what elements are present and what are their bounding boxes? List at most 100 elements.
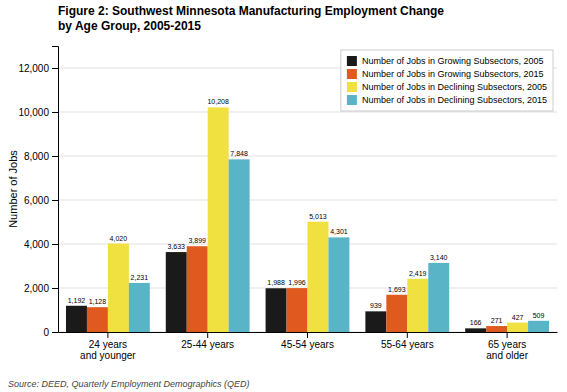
tick-label: 10,000 (18, 107, 49, 118)
data-label: 3,633 (167, 243, 185, 250)
legend-swatch (347, 56, 357, 66)
data-label: 7,848 (230, 150, 248, 157)
legend-label: Number of Jobs in Growing Subsectors, 20… (362, 56, 544, 66)
y-axis: 0 2,000 4,000 6,000 8,000 10,000 12,000 (18, 47, 58, 338)
bar (386, 295, 407, 332)
bar (87, 307, 108, 332)
source-note: Source: DEED, Quarterly Employment Demog… (8, 379, 250, 389)
tick: 65 yearsand older (486, 332, 528, 361)
tick: 55-64 years (381, 332, 434, 350)
tick: 12,000 (18, 63, 58, 74)
tick-mark (207, 332, 208, 338)
data-label: 4,020 (110, 235, 128, 242)
data-label: 166 (470, 319, 482, 326)
legend-item: Number of Jobs in Growing Subsectors, 20… (347, 56, 544, 66)
data-label: 427 (512, 314, 524, 321)
bar (486, 326, 507, 332)
tick: 0 (43, 327, 58, 338)
bar (308, 222, 329, 332)
legend-item: Number of Jobs in Declining Subsectors, … (347, 95, 547, 105)
legend-label: Number of Jobs in Declining Subsectors, … (362, 95, 547, 105)
data-label: 2,419 (409, 270, 427, 277)
data-label: 271 (491, 317, 503, 324)
x-axis: 24 yearsand younger 25-44 years 45-54 year… (59, 332, 558, 361)
tick-label: 65 yearsand older (486, 339, 528, 361)
tick-label: 8,000 (24, 151, 49, 162)
bar (66, 306, 87, 332)
data-label: 2,231 (131, 274, 149, 281)
data-label: 5,013 (309, 213, 327, 220)
bar (266, 288, 287, 332)
tick-label: 25-44 years (181, 339, 234, 350)
legend-swatch (347, 95, 357, 105)
tick: 10,000 (18, 107, 58, 118)
data-label: 509 (533, 312, 545, 319)
bar (166, 252, 187, 332)
tick-label: 55-64 years (381, 339, 434, 350)
title: Figure 2: Southwest Minnesota Manufactur… (58, 4, 444, 33)
data-label: 3,140 (430, 254, 448, 261)
plot: 0 2,000 4,000 6,000 8,000 10,000 12,000 24 year… (18, 47, 557, 362)
legend-item: Number of Jobs in Growing Subsectors, 20… (347, 69, 544, 79)
legend: Number of Jobs in Growing Subsectors, 20… (341, 50, 553, 111)
data-label: 939 (370, 302, 382, 309)
bar (428, 263, 449, 332)
bar (528, 321, 549, 332)
data-labels: 1,1923,6331,9889391661,1283,8991,9961,69… (68, 98, 545, 326)
tick-mark (107, 332, 108, 338)
tick-mark (52, 112, 58, 113)
bar (108, 244, 129, 332)
tick-mark (52, 68, 58, 69)
bar (365, 311, 386, 332)
tick-label: 6,000 (24, 195, 49, 206)
bar (507, 323, 528, 332)
bars (66, 107, 549, 332)
bar (208, 107, 229, 332)
legend-frame (341, 50, 553, 111)
tick: 24 yearsand younger (80, 332, 136, 361)
tick-mark (407, 332, 408, 338)
tick-mark (52, 332, 58, 333)
bar (328, 237, 349, 332)
grid-line (58, 112, 557, 113)
bar (407, 279, 428, 332)
bar (465, 328, 486, 332)
tick: 25-44 years (181, 332, 234, 350)
tick-label: 4,000 (24, 239, 49, 250)
data-label: 10,208 (207, 98, 229, 105)
axis-line (52, 47, 59, 333)
tick-mark (52, 288, 58, 289)
legend-item: Number of Jobs in Declining Subsectors, … (347, 82, 547, 92)
grid-line (58, 200, 557, 201)
data-label: 1,192 (68, 297, 86, 304)
tick-mark (52, 200, 58, 201)
tick-mark (507, 332, 508, 338)
tick-mark (52, 156, 58, 157)
tick-label: 45-54 years (281, 339, 334, 350)
tick-mark (307, 332, 308, 338)
tick: 2,000 (24, 283, 58, 294)
tick-label: 2,000 (24, 283, 49, 294)
tick-label: 24 yearsand younger (80, 339, 136, 361)
data-label: 3,899 (188, 237, 206, 244)
y-axis-title: Number of Jobs (7, 150, 19, 228)
data-label: 1,988 (267, 279, 285, 286)
tick: 4,000 (24, 239, 58, 250)
data-label: 4,301 (330, 228, 348, 235)
tick-label: 0 (43, 327, 49, 338)
tick: 6,000 (24, 195, 58, 206)
tick-label: 12,000 (18, 63, 49, 74)
legend-swatch (347, 82, 357, 92)
legend-swatch (347, 69, 357, 79)
legend-label: Number of Jobs in Declining Subsectors, … (362, 82, 547, 92)
bar (287, 288, 308, 332)
chart: 0 2,000 4,000 6,000 8,000 10,000 12,000 24 year… (0, 0, 567, 392)
tick: 45-54 years (281, 332, 334, 350)
legend-label: Number of Jobs in Growing Subsectors, 20… (362, 69, 544, 79)
bar (187, 246, 208, 332)
data-label: 1,693 (388, 286, 406, 293)
bar (129, 283, 150, 332)
tick: 8,000 (24, 151, 58, 162)
grid-line (58, 156, 557, 157)
tick-mark (52, 244, 58, 245)
